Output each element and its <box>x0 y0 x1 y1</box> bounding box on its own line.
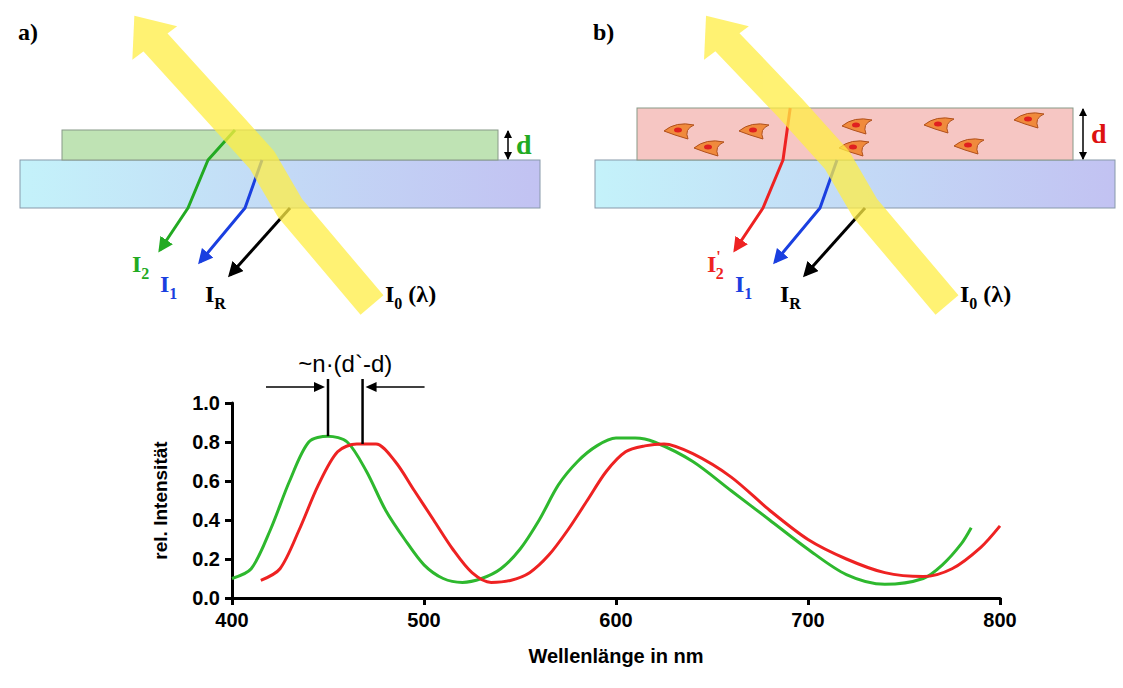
svg-text:I2: I2 <box>132 251 149 282</box>
svg-text:I'2: I'2 <box>707 248 724 282</box>
svg-text:600: 600 <box>599 609 632 631</box>
svg-text:IR: IR <box>780 281 801 312</box>
svg-text:700: 700 <box>791 609 824 631</box>
svg-text:a): a) <box>18 19 38 45</box>
svg-text:IR: IR <box>205 281 226 312</box>
svg-text:I1: I1 <box>160 271 177 302</box>
svg-text:d: d <box>1091 118 1107 149</box>
svg-text:0.6: 0.6 <box>192 470 220 492</box>
svg-text:0.0: 0.0 <box>192 587 220 609</box>
svg-text:0.8: 0.8 <box>192 431 220 453</box>
svg-text:b): b) <box>593 19 614 45</box>
svg-text:500: 500 <box>407 609 440 631</box>
svg-text:I0 (λ): I0 (λ) <box>960 281 1011 312</box>
svg-text:~n·(d`-d): ~n·(d`-d) <box>298 350 392 377</box>
svg-text:I1: I1 <box>735 271 752 302</box>
svg-text:800: 800 <box>983 609 1016 631</box>
svg-text:rel. Intensität: rel. Intensität <box>150 441 171 560</box>
svg-text:0.2: 0.2 <box>192 548 220 570</box>
svg-text:d: d <box>516 129 532 160</box>
svg-text:400: 400 <box>215 609 248 631</box>
svg-text:Wellenlänge in nm: Wellenlänge in nm <box>528 645 703 667</box>
svg-text:I0 (λ): I0 (λ) <box>385 281 436 312</box>
svg-text:0.4: 0.4 <box>192 509 221 531</box>
svg-text:1.0: 1.0 <box>192 392 220 414</box>
